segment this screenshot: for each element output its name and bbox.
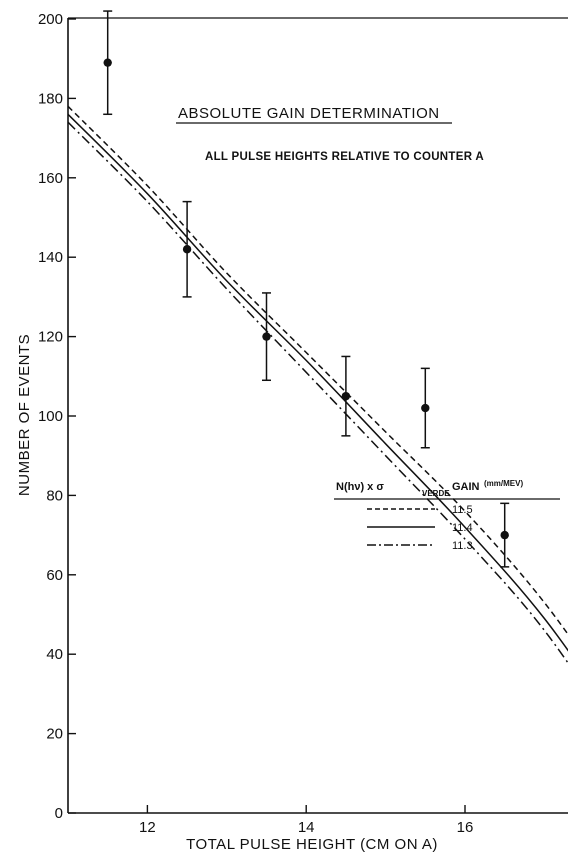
curve-gain-11-4 bbox=[67, 113, 568, 652]
y-tick-label-100: 100 bbox=[38, 408, 63, 425]
y-tick-label-40: 40 bbox=[46, 646, 63, 663]
legend-header-left: N(hν) x σ bbox=[336, 481, 384, 493]
fit-curves bbox=[67, 105, 568, 665]
y-tick-label-0: 0 bbox=[55, 805, 63, 822]
data-point-0 bbox=[103, 58, 112, 67]
x-tick-label-16: 16 bbox=[457, 819, 474, 836]
chart-subtitle: ALL PULSE HEIGHTS RELATIVE TO COUNTER A bbox=[205, 151, 484, 163]
y-tick-label-140: 140 bbox=[38, 249, 63, 266]
x-ticks: 1214161820 bbox=[139, 805, 474, 836]
y-tick-label-20: 20 bbox=[46, 726, 63, 743]
legend-header-right: GAIN bbox=[452, 481, 480, 493]
y-tick-label-120: 120 bbox=[38, 329, 63, 346]
legend: N(hν) x σ VERDE GAIN (mm/MEV) 11.5 11.4 … bbox=[334, 479, 560, 552]
data-point-4 bbox=[421, 403, 430, 413]
y-tick-label-80: 80 bbox=[46, 487, 63, 504]
legend-label-11-4: 11.4 bbox=[452, 522, 473, 534]
data-point-5 bbox=[500, 530, 509, 540]
data-point-2 bbox=[262, 332, 271, 341]
y-tick-label-180: 180 bbox=[38, 90, 63, 107]
x-axis-title: TOTAL PULSE HEIGHT (CM ON A) bbox=[186, 836, 438, 853]
chart-title: ABSOLUTE GAIN DETERMINATION bbox=[178, 105, 440, 122]
x-tick-label-14: 14 bbox=[298, 819, 315, 836]
curve-gain-11-5 bbox=[67, 105, 568, 636]
legend-header-unit: (mm/MEV) bbox=[484, 479, 523, 488]
legend-label-11-5: 11.5 bbox=[452, 504, 473, 516]
data-points bbox=[103, 10, 510, 568]
legend-label-11-3: 11.3 bbox=[452, 540, 473, 552]
curve-gain-11-3 bbox=[67, 121, 568, 665]
data-point-3 bbox=[341, 391, 351, 401]
y-ticks: 0 20 40 60 80 100 120 140 160 180 200 bbox=[38, 11, 76, 822]
data-point-1 bbox=[182, 245, 192, 254]
y-axis-title: NUMBER OF EVENTS bbox=[16, 334, 33, 496]
legend-header-sub: VERDE bbox=[422, 489, 450, 498]
y-tick-label-60: 60 bbox=[46, 567, 63, 584]
y-tick-label-160: 160 bbox=[38, 170, 63, 187]
x-tick-label-12: 12 bbox=[139, 819, 156, 836]
y-tick-label-200: 200 bbox=[38, 11, 63, 28]
